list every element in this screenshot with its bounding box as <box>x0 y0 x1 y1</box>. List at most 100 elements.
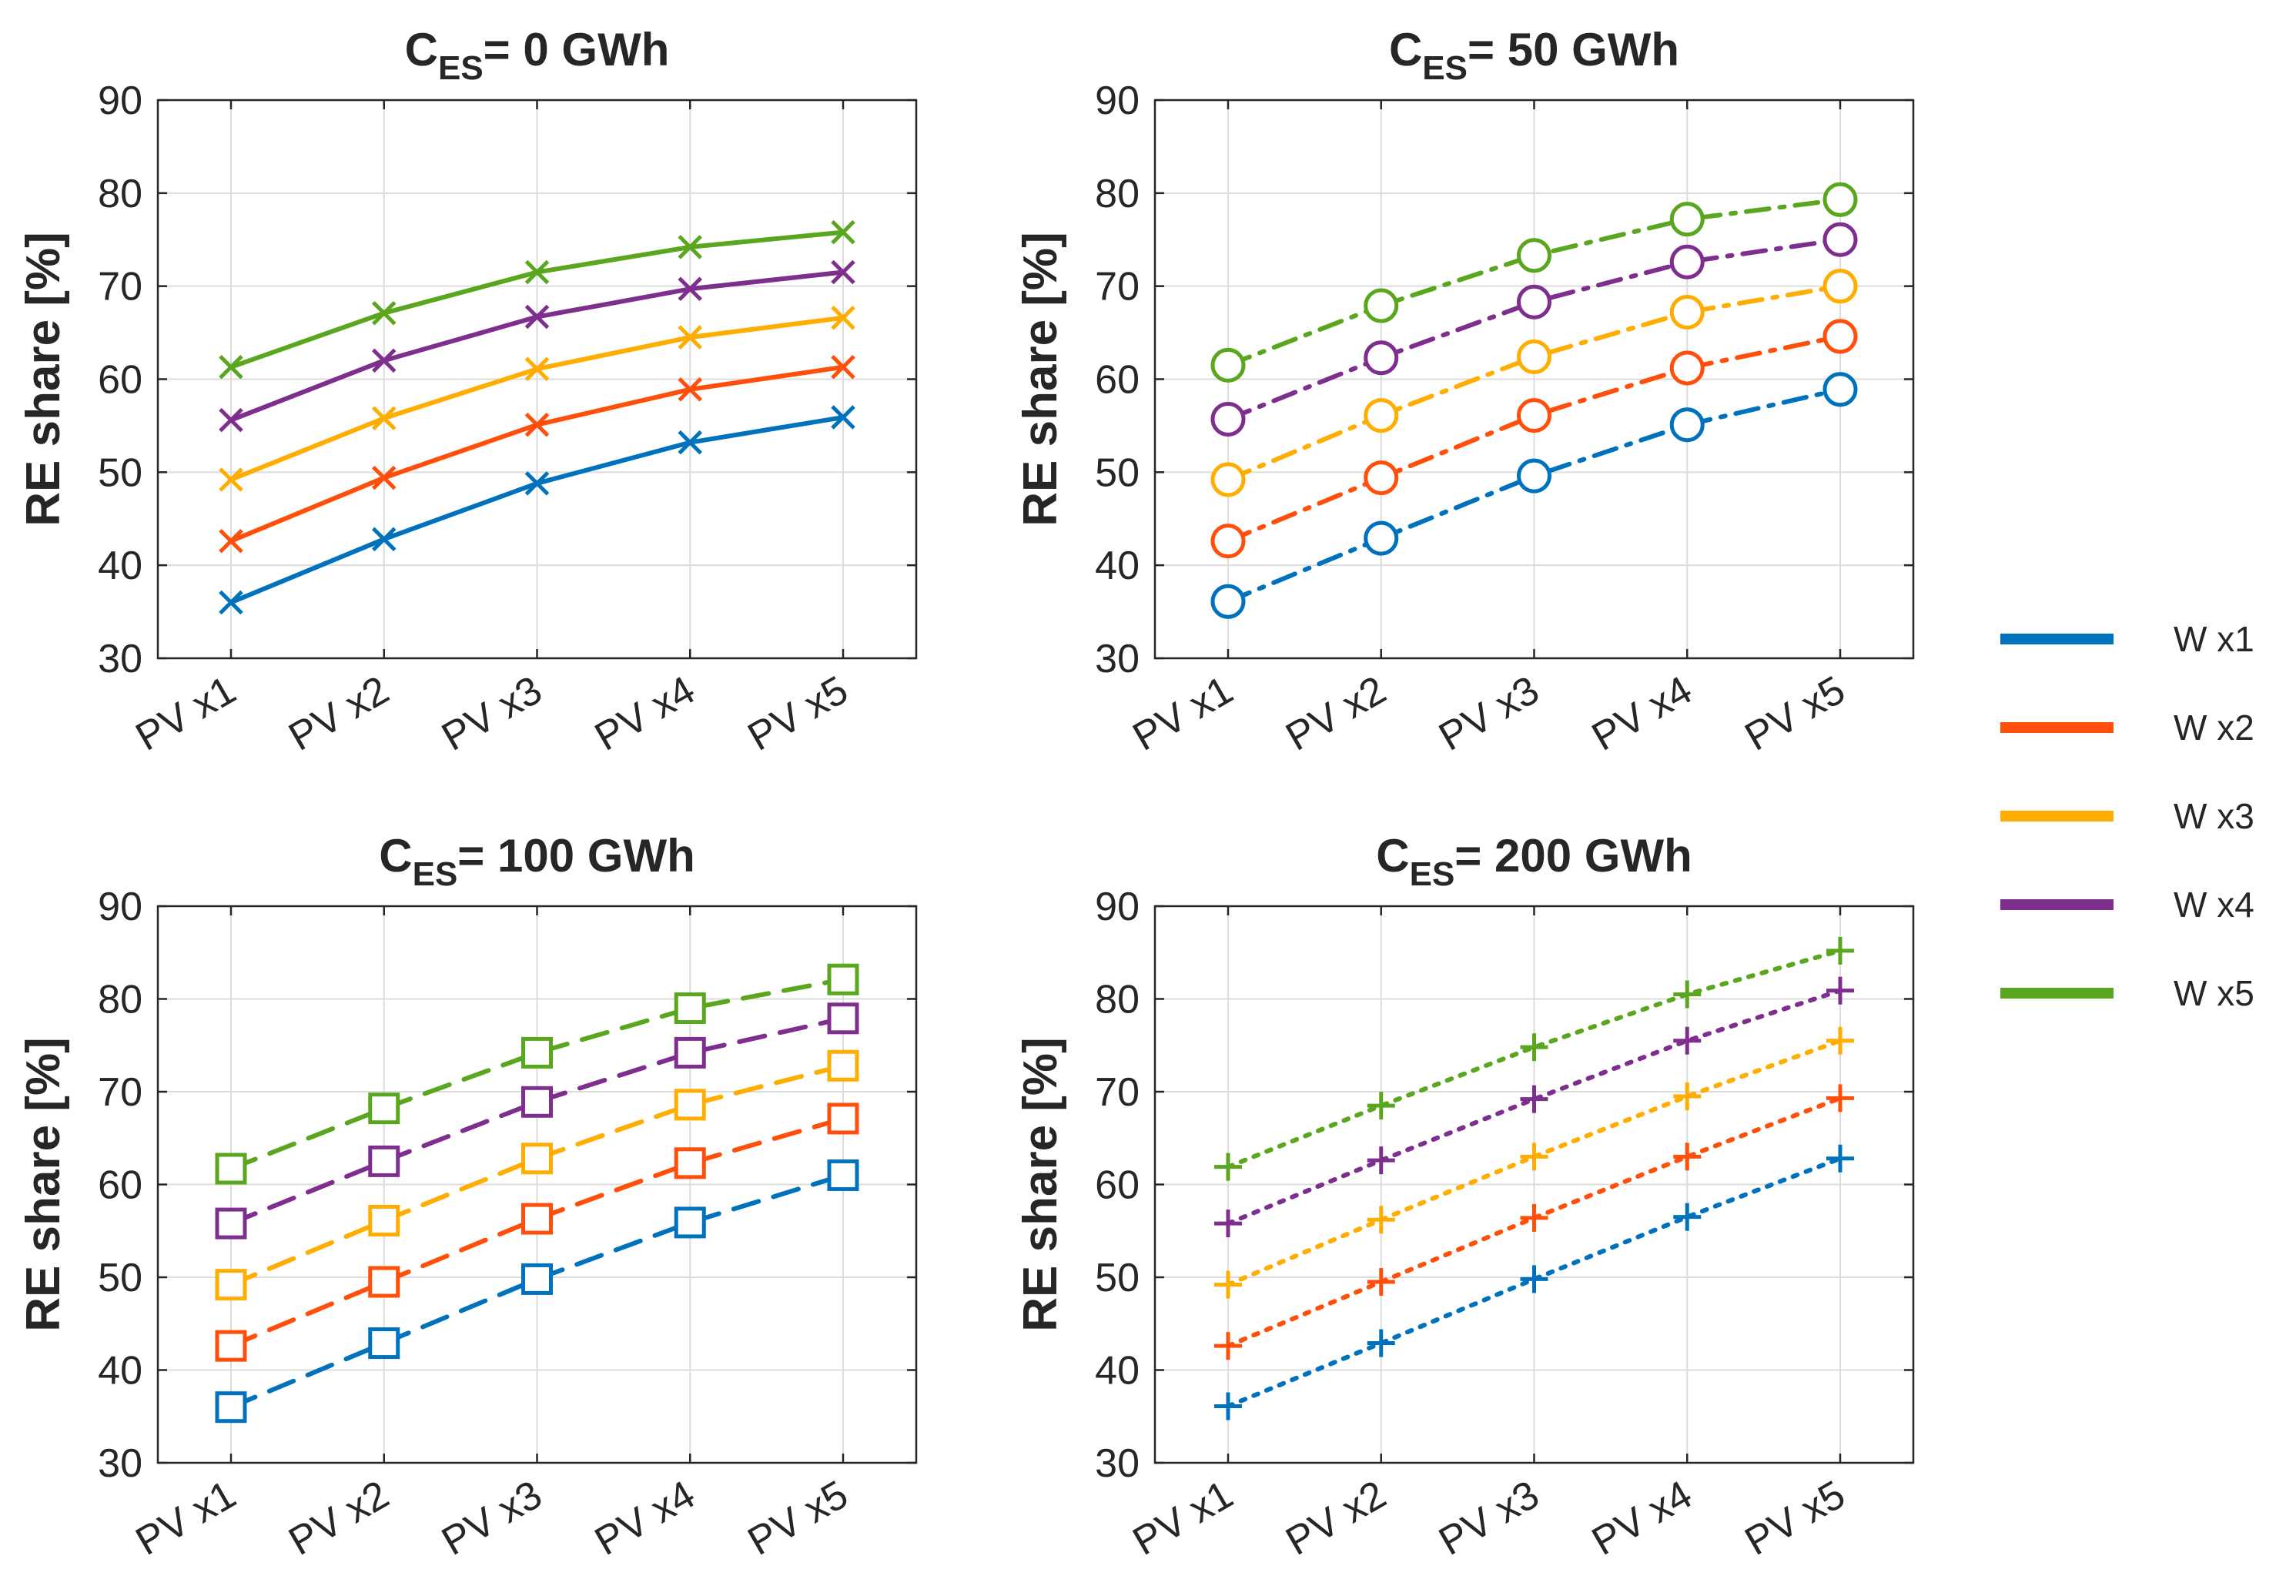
data-point-plus-marker <box>1520 1203 1548 1232</box>
marker-stroke <box>371 300 397 326</box>
data-point-x-marker <box>678 430 703 455</box>
series-w-x1 <box>1210 372 1858 619</box>
data-point-x-marker <box>678 325 703 350</box>
panel-2: 30 40 50 60 70 80 90 PV x1 PV x2 PV x3 PV x4 PV x5 C… <box>1014 24 1915 760</box>
marker-stroke <box>831 405 855 430</box>
data-point-x-marker <box>678 377 703 402</box>
y-tick-label: 50 <box>1095 1256 1140 1300</box>
series-w-x1 <box>215 1159 859 1424</box>
legend-item-w-x2: W x2 <box>2000 708 2254 748</box>
series-w-x4 <box>1210 222 1858 437</box>
data-point-x-marker <box>219 590 243 615</box>
legend-item-w-x5: W x5 <box>2000 973 2254 1013</box>
data-point-plus-marker <box>1826 936 1854 965</box>
marker-stroke <box>371 348 397 373</box>
data-point-x-marker <box>371 406 397 431</box>
marker-stroke <box>371 527 397 552</box>
legend-label: W x1 <box>2174 619 2254 659</box>
x-tick-label: PV x2 <box>1279 668 1394 760</box>
title-subscript: ES <box>413 855 458 893</box>
data-point-circle-marker <box>1822 319 1858 354</box>
x-tick-label: PV x2 <box>282 1472 397 1564</box>
y-tick-label: 80 <box>98 172 142 216</box>
y-tick-label: 90 <box>1095 79 1140 123</box>
data-point-x-marker <box>524 356 550 381</box>
panel-4: 30 40 50 60 70 80 90 PV x1 PV x2 PV x3 PV x4 PV x5 C… <box>1014 830 1915 1564</box>
data-point-square-marker <box>674 1206 706 1239</box>
marker-stroke <box>831 219 855 245</box>
data-point-plus-marker <box>1214 1153 1242 1181</box>
x-tick-label: PV x4 <box>587 668 702 760</box>
title-subscript: ES <box>1410 855 1455 893</box>
title-rest: = 100 GWh <box>457 830 694 882</box>
data-point-square-marker <box>215 1269 247 1301</box>
data-point-plus-marker <box>1367 1146 1395 1175</box>
y-tick-label: 70 <box>1095 1070 1140 1115</box>
series-line <box>229 1015 845 1226</box>
series-w-x1 <box>219 405 855 615</box>
y-tick-label: 60 <box>1095 358 1140 403</box>
series-w-x5 <box>1210 182 1858 383</box>
y-tick-label: 60 <box>98 1163 142 1208</box>
panel-1: 30 40 50 60 70 80 90 PV x1 PV x2 PV x3 PV x4 PV x5 C… <box>17 24 918 760</box>
data-point-circle-marker <box>1210 401 1246 437</box>
data-point-square-marker <box>368 1204 400 1236</box>
data-point-square-marker <box>674 1089 706 1121</box>
y-tick-label: 90 <box>98 79 142 123</box>
data-point-square-marker <box>215 1207 247 1240</box>
data-point-circle-marker <box>1822 372 1858 407</box>
data-point-circle-marker <box>1364 520 1399 556</box>
marker-stroke <box>371 465 397 490</box>
series-w-x4 <box>1214 976 1854 1238</box>
data-point-x-marker <box>678 235 703 259</box>
data-point-square-marker <box>368 1092 400 1125</box>
data-point-plus-marker <box>1367 1092 1395 1120</box>
data-point-circle-marker <box>1210 584 1246 619</box>
legend-item-w-x1: W x1 <box>2000 619 2254 659</box>
x-tick-label: PV x3 <box>1431 1472 1546 1564</box>
series-w-x2 <box>1210 319 1858 559</box>
marker-stroke <box>524 412 550 437</box>
data-point-plus-marker <box>1214 1332 1242 1360</box>
series-w-x3 <box>1214 1026 1854 1299</box>
data-point-square-marker <box>521 1036 553 1069</box>
data-point-square-marker <box>368 1266 400 1298</box>
data-point-plus-marker <box>1520 1033 1548 1062</box>
y-tick-label: 40 <box>1095 544 1140 588</box>
series-w-x4 <box>219 259 855 433</box>
x-tick-label: PV x1 <box>1126 668 1240 760</box>
data-point-circle-marker <box>1364 288 1399 323</box>
y-tick-label: 30 <box>98 1441 142 1486</box>
data-point-circle-marker <box>1517 238 1551 273</box>
data-point-circle-marker <box>1669 407 1705 443</box>
data-point-circle-marker <box>1517 458 1551 494</box>
series-w-x5 <box>215 963 859 1185</box>
data-point-square-marker <box>674 1147 706 1179</box>
data-point-square-marker <box>827 1159 859 1191</box>
data-point-circle-marker <box>1669 350 1705 386</box>
title-subscript: ES <box>438 49 484 87</box>
title-rest: = 50 GWh <box>1468 24 1679 75</box>
panel-title: CES= 100 GWh <box>379 830 694 893</box>
data-point-circle-marker <box>1364 398 1399 433</box>
data-point-x-marker <box>524 412 550 437</box>
panel-title: CES= 50 GWh <box>1389 24 1679 87</box>
marker-stroke <box>678 377 703 402</box>
data-point-square-marker <box>827 1102 859 1135</box>
data-point-circle-marker <box>1210 462 1246 497</box>
series-line <box>229 977 845 1172</box>
series-w-x5 <box>219 219 855 380</box>
data-point-plus-marker <box>1520 1143 1548 1171</box>
x-tick-label: PV x1 <box>129 1472 243 1564</box>
data-point-square-marker <box>368 1327 400 1360</box>
marker-stroke <box>831 355 855 380</box>
data-point-x-marker <box>371 300 397 326</box>
marker-stroke <box>371 406 397 431</box>
data-point-plus-marker <box>1673 1203 1702 1231</box>
title-main: C <box>405 24 438 75</box>
data-point-circle-marker <box>1822 222 1858 257</box>
y-tick-label: 30 <box>98 637 142 681</box>
x-tick-label: PV x5 <box>741 1472 855 1564</box>
series-w-x1 <box>1214 1144 1854 1420</box>
y-axis-label: RE share [%] <box>1014 232 1067 526</box>
